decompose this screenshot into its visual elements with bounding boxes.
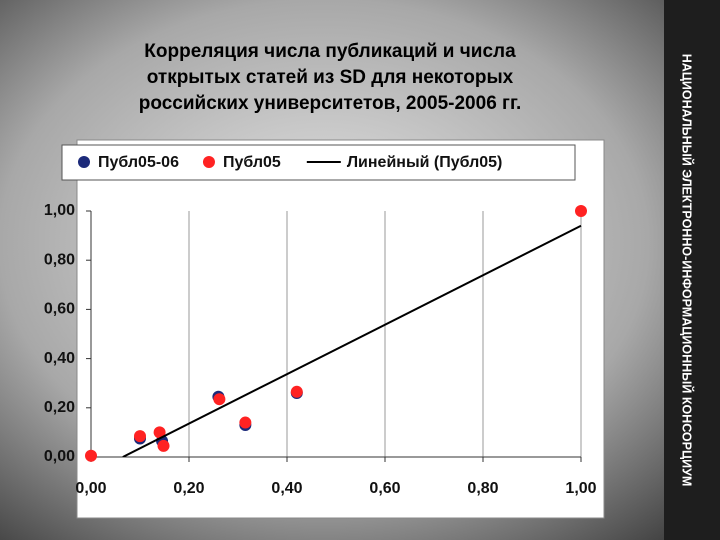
y-tick-label: 0,60: [44, 301, 75, 318]
point: [213, 393, 226, 406]
chart-area: [76, 139, 605, 519]
point: [239, 416, 252, 429]
legend: [61, 144, 576, 181]
sidebar: [664, 0, 720, 540]
x-tick-label: 0,40: [271, 480, 302, 497]
chart-title: открытых статей из SD для некоторых: [147, 67, 514, 88]
x-tick-label: 0,00: [75, 480, 106, 497]
legend-label: Публ05-06: [98, 154, 179, 171]
legend-label: Публ05: [223, 154, 281, 171]
chart-title: Корреляция числа публикаций и числа: [144, 41, 516, 62]
y-tick-label: 0,00: [44, 448, 75, 465]
point: [153, 426, 166, 439]
x-tick-label: 0,80: [467, 480, 498, 497]
point: [290, 385, 303, 398]
y-tick-label: 1,00: [44, 202, 75, 219]
legend-marker: [78, 156, 90, 168]
x-tick-label: 1,00: [565, 480, 596, 497]
point: [85, 449, 97, 462]
legend-marker: [202, 156, 215, 168]
point: [157, 439, 170, 452]
x-tick-label: 0,60: [369, 480, 400, 497]
y-tick-label: 0,80: [44, 251, 75, 268]
chart-title: российских университетов, 2005-2006 гг.: [139, 93, 522, 114]
y-tick-label: 0,20: [44, 399, 75, 416]
y-tick-label: 0,40: [44, 350, 75, 367]
x-tick-label: 0,20: [173, 480, 204, 497]
point: [575, 205, 587, 217]
sidebar-text: НАЦИОНАЛЬНЫЙ ЭЛЕКТРОННО-ИНФОРМАЦИОННЫЙ К…: [680, 54, 695, 487]
point: [134, 430, 146, 443]
trend-line: [122, 224, 582, 457]
legend-label: Линейный (Публ05): [347, 154, 503, 171]
